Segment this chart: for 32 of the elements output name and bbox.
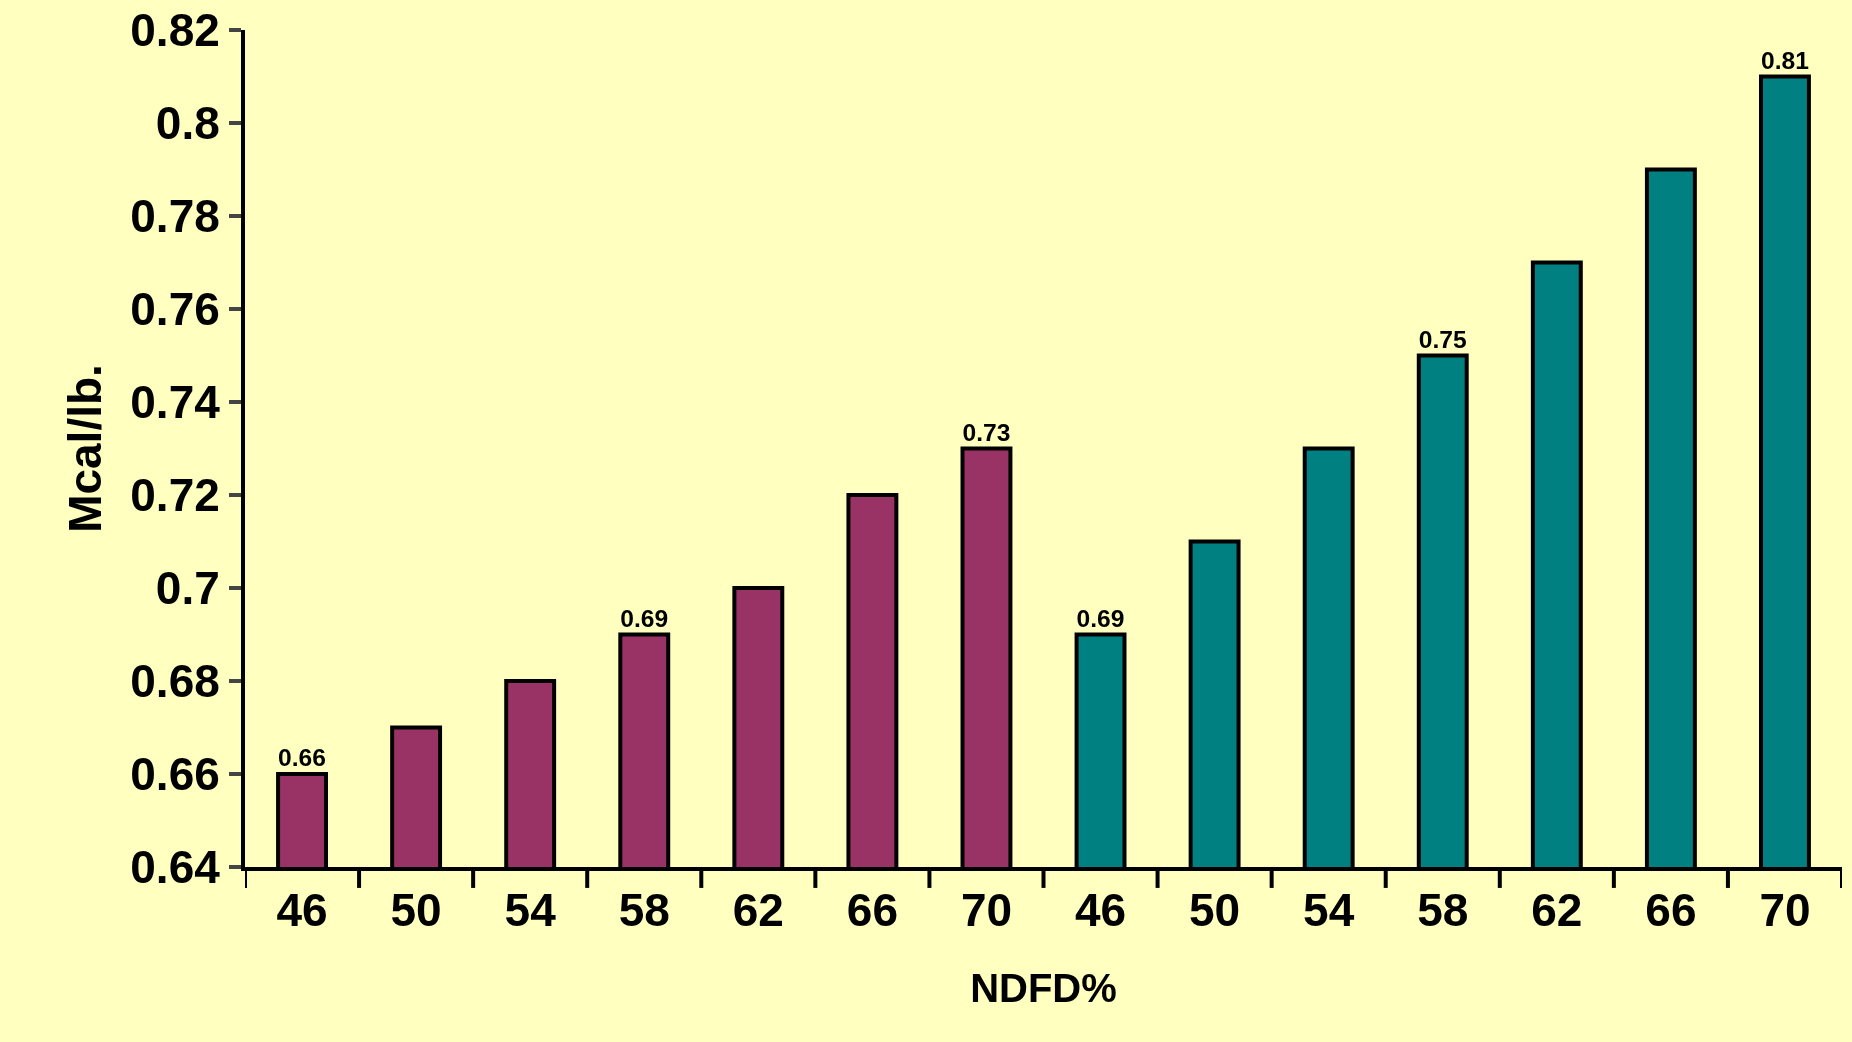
x-tick-label: 70 [960, 884, 1013, 937]
data-label: 0.81 [1761, 46, 1809, 74]
x-tick-label: 58 [1417, 884, 1469, 937]
y-tick-label: 0.76 [130, 283, 220, 336]
x-tick-label: 46 [1074, 884, 1127, 937]
y-tick-label: 0.74 [130, 376, 221, 429]
y-tick-label: 0.78 [130, 190, 220, 243]
x-tick-label: 62 [732, 884, 784, 937]
y-tick-label: 0.72 [130, 469, 220, 522]
x-tick-label: 70 [1759, 884, 1811, 937]
data-label: 0.75 [1418, 325, 1467, 353]
y-tick-label: 0.68 [130, 655, 220, 708]
y-axis-title: Mcal/lb. [59, 364, 112, 533]
x-tick-label: 58 [618, 884, 670, 937]
data-label: 0.69 [620, 604, 669, 632]
x-axis-title: NDFD% [970, 966, 1117, 1011]
y-tick-label: 0.64 [130, 841, 221, 894]
x-tick-label: 66 [1645, 884, 1697, 937]
y-tick-label: 0.8 [155, 97, 220, 150]
x-tick-label: 54 [504, 884, 557, 937]
x-tick-label: 50 [390, 884, 442, 937]
y-tick-label: 0.66 [130, 748, 220, 801]
data-label: 0.73 [962, 418, 1011, 446]
data-label: 0.69 [1076, 604, 1125, 632]
x-tick-label: 66 [846, 884, 898, 937]
x-tick-label: 50 [1189, 884, 1241, 937]
y-tick-label: 0.82 [130, 4, 220, 57]
x-tick-label: 54 [1303, 884, 1355, 937]
y-tick-label: 0.7 [155, 562, 220, 615]
data-label: 0.66 [278, 744, 326, 772]
x-tick-label: 46 [276, 884, 328, 937]
x-tick-label: 62 [1531, 884, 1583, 937]
